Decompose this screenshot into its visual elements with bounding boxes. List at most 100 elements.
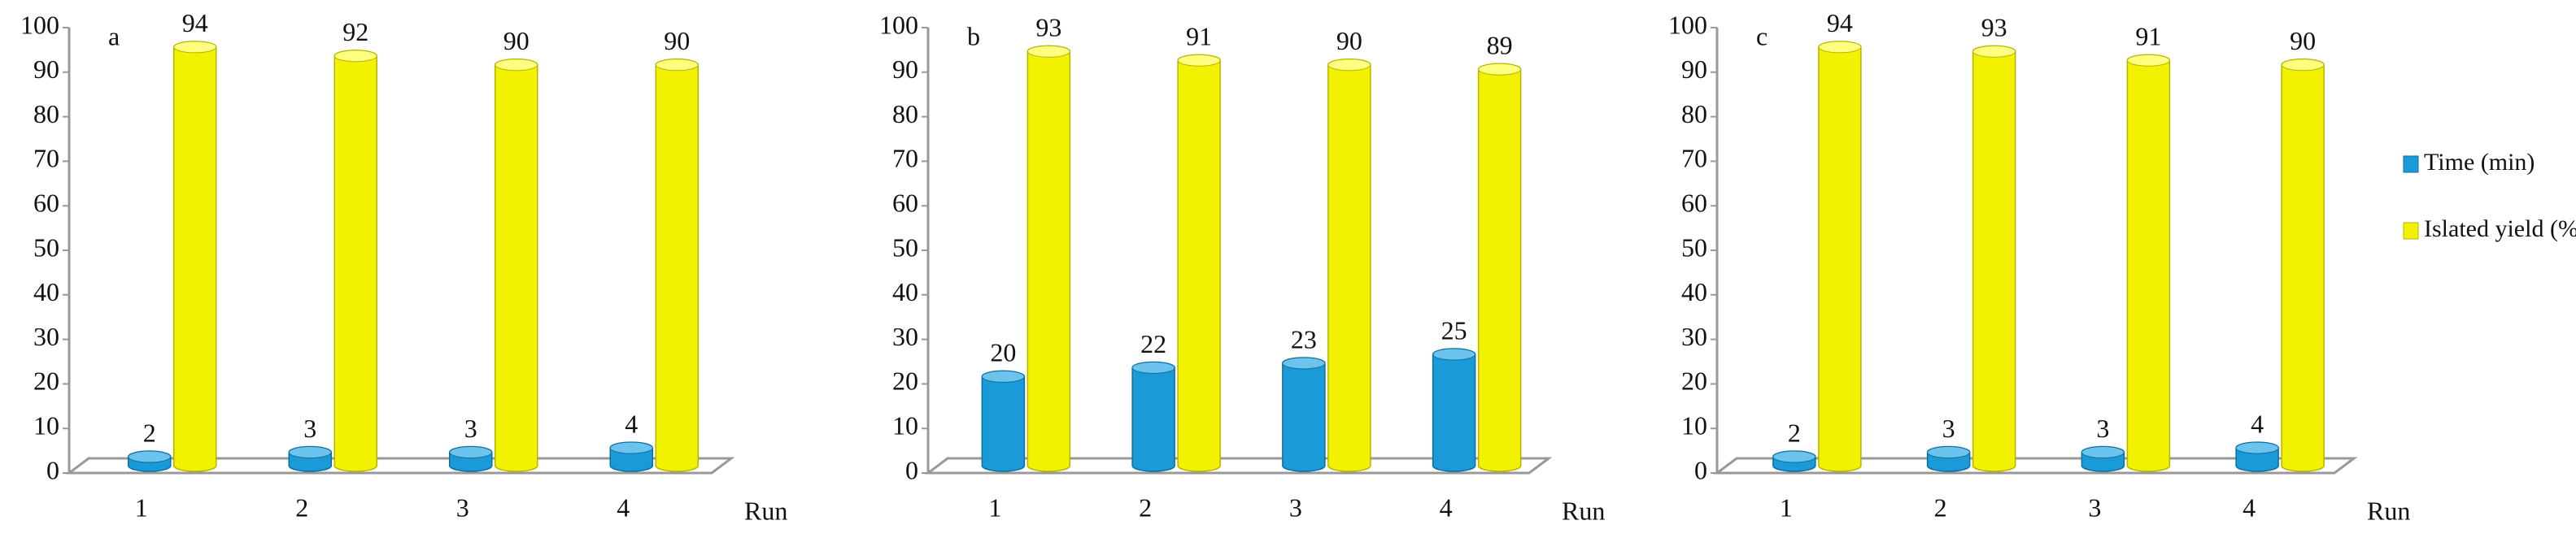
bar-top (2235, 441, 2279, 454)
value-label: 93 (1035, 13, 1061, 42)
x-tick-label: 2 (1139, 492, 1152, 522)
y-tick-label: 40 (33, 277, 59, 306)
bar (1327, 59, 1371, 472)
bar-top (1026, 45, 1070, 58)
bar-top (173, 41, 217, 54)
x-tick-label: 4 (617, 492, 630, 522)
y-tick-label: 60 (1681, 189, 1707, 218)
y-tick-label: 0 (905, 455, 918, 484)
bar-top (333, 50, 377, 63)
bar (333, 50, 377, 472)
bar (173, 41, 217, 472)
value-label: 23 (1291, 324, 1317, 354)
bar-top (2081, 446, 2125, 459)
bar-top (128, 450, 172, 463)
bar-top (655, 59, 699, 72)
y-tick-label: 0 (46, 455, 59, 484)
legend-swatch (2403, 155, 2419, 173)
value-label: 22 (1140, 329, 1166, 358)
bar (655, 59, 699, 472)
value-label: 2 (143, 418, 156, 447)
value-label: 3 (303, 414, 316, 443)
bar-top (1478, 63, 1522, 76)
value-label: 4 (625, 409, 638, 438)
x-tick-label: 2 (1934, 492, 1947, 522)
value-label: 3 (1942, 414, 1955, 443)
y-tick-label: 70 (33, 144, 59, 173)
bar (2281, 59, 2325, 472)
y-tick-label: 10 (33, 411, 59, 440)
bar-top (2281, 59, 2325, 72)
y-tick-label: 70 (892, 144, 918, 173)
bar-top (1131, 361, 1175, 374)
value-label: 94 (182, 8, 208, 37)
value-label: 20 (990, 338, 1016, 367)
panel-label: a (108, 21, 120, 50)
panel-label: c (1756, 21, 1767, 50)
bar-top (1972, 45, 2016, 58)
y-tick-label: 20 (1681, 367, 1707, 396)
y-tick-label: 0 (1694, 455, 1707, 484)
value-label: 89 (1487, 31, 1513, 60)
bar (1477, 63, 1522, 472)
value-label: 3 (464, 414, 477, 443)
y-tick-label: 100 (1668, 10, 1707, 39)
x-tick-label: 1 (988, 492, 1001, 522)
bar-top (609, 441, 653, 454)
bar-top (1772, 450, 1816, 463)
y-tick-label: 50 (892, 232, 918, 262)
value-label: 4 (2251, 409, 2264, 438)
x-axis-label: Run (2367, 496, 2410, 525)
x-tick-label: 3 (2088, 492, 2101, 522)
bar (1432, 348, 1476, 472)
value-label: 91 (1186, 22, 1212, 51)
bar (2126, 54, 2171, 472)
floor (924, 457, 1553, 475)
y-tick-label: 20 (892, 367, 918, 396)
y-tick-label: 80 (33, 99, 59, 128)
value-label: 90 (664, 26, 690, 55)
value-label: 91 (2135, 22, 2161, 51)
y-tick-label: 40 (1681, 277, 1707, 306)
y-tick-label: 20 (33, 367, 59, 396)
bar (1972, 45, 2016, 472)
x-tick-label: 1 (1780, 492, 1793, 522)
y-tick-label: 10 (1681, 411, 1707, 440)
y-tick-label: 100 (879, 10, 918, 39)
bar (1177, 54, 1221, 472)
value-label: 90 (2290, 26, 2316, 55)
legend-label: Islated yield (%) (2424, 215, 2576, 242)
value-label: 90 (503, 26, 530, 55)
bar-top (1432, 348, 1476, 361)
bar (495, 59, 538, 472)
x-tick-label: 3 (1289, 492, 1302, 522)
value-label: 3 (2096, 414, 2109, 443)
bar-top (1282, 357, 1326, 370)
value-label: 90 (1336, 26, 1362, 55)
value-label: 92 (342, 17, 368, 46)
bar-top (1927, 446, 1971, 459)
y-tick-label: 30 (33, 322, 59, 351)
bar-top (495, 59, 538, 72)
x-tick-label: 1 (135, 492, 148, 522)
bar-top (288, 446, 332, 459)
y-tick-label: 80 (892, 99, 918, 128)
value-label: 94 (1827, 8, 1853, 37)
x-tick-label: 3 (456, 492, 469, 522)
bar (981, 370, 1026, 472)
y-tick-label: 50 (33, 232, 59, 262)
x-tick-label: 2 (295, 492, 308, 522)
y-tick-label: 90 (1681, 54, 1707, 84)
x-axis-label: Run (744, 496, 787, 525)
legend-swatch (2403, 222, 2419, 240)
x-tick-label: 4 (1440, 492, 1453, 522)
floor (65, 457, 735, 475)
y-tick-label: 60 (892, 189, 918, 218)
value-label: 93 (1981, 13, 2007, 42)
y-tick-label: 90 (892, 54, 918, 84)
x-axis-label: Run (1562, 496, 1605, 525)
y-tick-label: 30 (1681, 322, 1707, 351)
bar (1131, 361, 1175, 472)
y-tick-label: 100 (20, 10, 59, 39)
